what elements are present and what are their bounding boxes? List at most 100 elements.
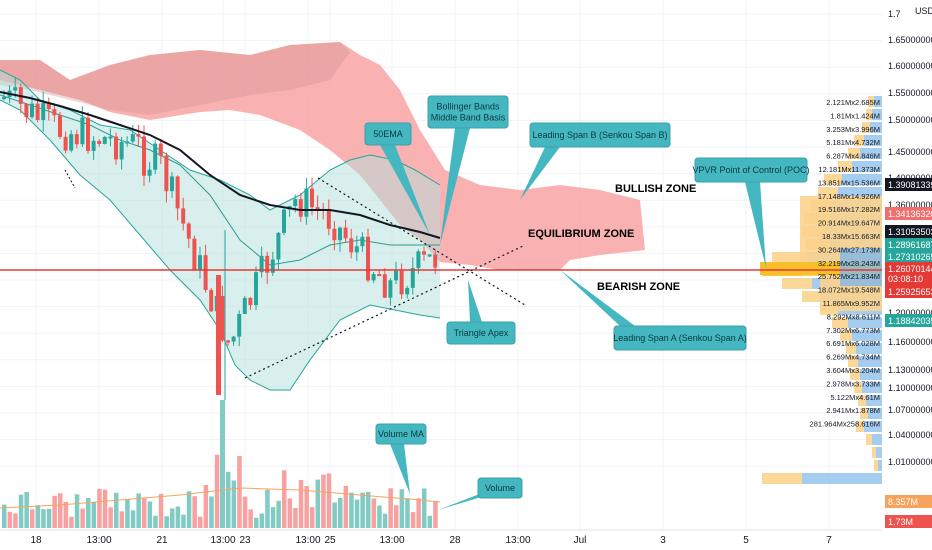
vp-label: 25.752Mx21.834M <box>818 272 880 281</box>
candle <box>86 117 90 151</box>
vp-bar-down <box>848 148 860 159</box>
y-tick-label: 1.55000000 <box>888 88 932 98</box>
candle <box>399 270 404 295</box>
vp-label: 20.914Mx19.647M <box>818 219 880 228</box>
vp-label: 2.978Mx3.733M <box>826 379 880 388</box>
price-tag: 1.34136320 <box>885 207 932 220</box>
x-tick-label: 13:00 <box>210 535 235 546</box>
callout-box <box>446 321 516 345</box>
candle <box>237 313 242 337</box>
vp-label: 2.121Mx2.685M <box>826 98 880 107</box>
candle <box>242 297 247 314</box>
price-axis[interactable]: 1.7 1.65000000 1.60000000 1.55000000 1.50000… <box>882 0 932 550</box>
volume-bar <box>170 508 175 528</box>
price-tag: 8.357M <box>885 495 932 508</box>
candle <box>382 274 387 298</box>
candle <box>366 236 370 281</box>
volume-bar <box>427 515 433 528</box>
vp-bar-down <box>850 369 860 380</box>
price-tag: 03:08:10 <box>885 272 932 285</box>
candle <box>192 238 197 271</box>
price-tag-bg <box>885 178 932 191</box>
candle <box>254 272 258 306</box>
volume-bar <box>405 498 410 528</box>
triangle-lower-line <box>244 244 526 379</box>
price-tag-text: 1.18842035 <box>888 316 932 326</box>
vp-bar-up <box>858 356 882 367</box>
price-tag-bg <box>885 207 932 220</box>
callout-pointer <box>560 270 635 326</box>
vp-bar-down <box>782 278 812 289</box>
volume-bar <box>231 480 237 528</box>
candle <box>248 297 253 306</box>
volume-bar <box>119 511 125 528</box>
volume-bar <box>360 492 365 528</box>
candle <box>326 210 331 229</box>
volume-bar <box>46 508 52 528</box>
price-tag-text: 1.25925653 <box>888 287 932 297</box>
vp-bar-down <box>762 473 802 484</box>
y-tick-label: 1.36000000 <box>888 200 932 210</box>
vp-label: 8.292Mx8.611M <box>827 312 880 321</box>
candle <box>310 188 314 208</box>
callout-text: Volume <box>485 483 515 493</box>
vp-bar-up <box>864 421 882 432</box>
vp-label: 18.33Mx15.663M <box>822 232 880 241</box>
volume-bar <box>315 479 321 528</box>
volume-bar <box>142 498 147 528</box>
candle <box>360 236 365 247</box>
volume-bar <box>433 500 438 528</box>
candle <box>186 223 191 239</box>
y-tick-label: 1.01000000 <box>888 457 932 467</box>
volume-bar <box>298 480 304 528</box>
volume-bar <box>158 493 164 528</box>
volume-bar <box>35 505 41 528</box>
price-tag-bg <box>885 495 932 508</box>
volume-bar <box>343 485 349 528</box>
volume-bar <box>259 513 265 528</box>
vp-bar-up <box>866 395 882 406</box>
candle <box>2 97 6 100</box>
vp-label: 6.269Mx4.734M <box>826 353 880 362</box>
volume-bar <box>13 513 18 528</box>
vp-label: 12.181Mx11.373M <box>818 165 880 174</box>
volume-bar <box>237 456 242 528</box>
x-tick-label: 13:00 <box>86 535 111 546</box>
time-axis[interactable]: 18 13:00 21 13:00 23 13:00 25 13:00 28 13:00 Jul 3 5… <box>0 529 882 546</box>
price-tag-text: 03:08:10 <box>888 274 923 284</box>
volume-bar <box>74 494 80 528</box>
vp-bar-down <box>854 382 862 393</box>
volume-bar <box>30 509 35 528</box>
ema-50-line <box>0 91 441 239</box>
vp-label: 7.302Mx6.773M <box>826 326 880 335</box>
callout-box <box>613 325 747 351</box>
candle <box>203 255 208 290</box>
volume-bar <box>41 509 46 528</box>
volume-bar <box>349 492 354 528</box>
candles <box>2 76 438 400</box>
vp-bar-up <box>852 330 882 341</box>
candle <box>158 143 163 156</box>
price-tag-text: 1.31053503 <box>888 227 932 237</box>
volume-bar <box>130 510 136 528</box>
volume-bar <box>108 507 113 528</box>
x-tick-label: 13:00 <box>379 535 404 546</box>
vp-bar-down <box>840 330 852 341</box>
callout-pointer <box>520 147 560 200</box>
volume-bars <box>0 400 441 528</box>
y-tick-label: 1.10000000 <box>888 383 932 393</box>
callout-box <box>477 477 523 499</box>
vp-label: 18.072Mx19.548M <box>818 286 880 295</box>
vp-bar-up <box>872 109 882 120</box>
candle <box>371 274 376 281</box>
candle <box>46 102 51 110</box>
candle <box>13 87 18 91</box>
vp-bar-up <box>802 473 882 484</box>
y-tick-label: 1.20000000 <box>888 308 932 318</box>
volume-bar <box>382 513 388 528</box>
candle <box>119 142 124 160</box>
price-tag-text: 1.34136320 <box>888 209 932 219</box>
vp-label: 281.964Mx258.616M <box>810 420 880 429</box>
volume-bar <box>2 504 7 528</box>
